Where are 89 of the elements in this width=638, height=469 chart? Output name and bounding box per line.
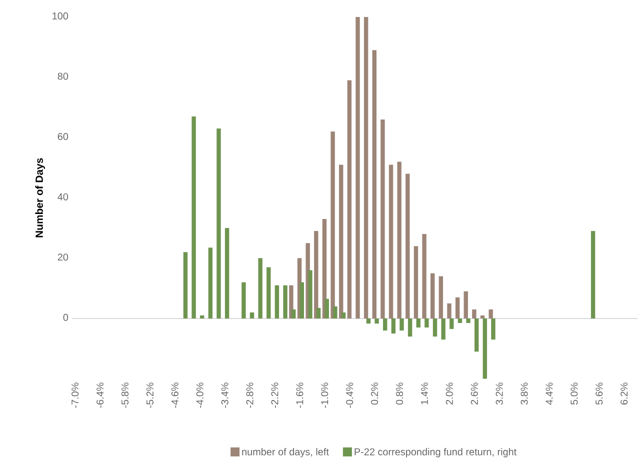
y-axis-title: Number of Days [35, 158, 45, 238]
x-tick-label: -6.4% [96, 382, 104, 408]
bar [422, 234, 426, 319]
x-tick-label: -5.2% [146, 382, 154, 408]
y-tick-label: 0 [63, 314, 68, 322]
bar [482, 318, 488, 379]
bar [391, 318, 396, 334]
bar [374, 318, 379, 324]
bar [339, 164, 344, 319]
x-tick-label: -1.6% [296, 382, 304, 408]
bar [316, 308, 321, 319]
y-tick-label: 40 [58, 193, 68, 200]
bar [466, 318, 470, 324]
y-tick-label: 100 [52, 12, 68, 20]
x-tick-label: -2.2% [271, 382, 278, 408]
bar [406, 174, 410, 319]
x-tick-label: 2.6% [470, 382, 478, 405]
bar [258, 258, 262, 319]
x-tick-label: -3.4% [221, 382, 228, 408]
y-tick-label: 60 [58, 133, 68, 140]
bar [216, 128, 221, 319]
x-tick-label: 3.8% [520, 382, 528, 405]
x-tick-label: -7.0% [72, 382, 79, 408]
bar [480, 316, 485, 319]
bar [366, 318, 371, 324]
bar [266, 267, 271, 319]
x-tick-label: 4.4% [546, 382, 553, 405]
bar [474, 318, 479, 352]
bar [292, 310, 296, 319]
bar [414, 246, 418, 319]
bar [472, 310, 476, 319]
bar [590, 231, 596, 319]
x-tick-label: 5.6% [596, 382, 603, 405]
x-tick-label: -5.8% [121, 382, 129, 408]
bar [450, 318, 454, 330]
bar [383, 318, 388, 331]
bar [183, 252, 188, 319]
bar [274, 285, 280, 319]
x-tick-label: -4.6% [171, 382, 178, 408]
bar [192, 116, 196, 319]
bar [372, 50, 376, 319]
bar [438, 276, 444, 319]
bar [308, 270, 312, 319]
bar [408, 318, 412, 337]
y-tick-label: 20 [58, 254, 68, 261]
legend-label: number of days, left [242, 448, 329, 458]
x-tick-label: -0.4% [346, 382, 354, 408]
bar [341, 312, 346, 319]
bar [380, 120, 385, 319]
x-tick-label: 0.2% [371, 382, 378, 405]
bar [330, 132, 335, 319]
bar [314, 231, 318, 319]
x-tick-label: 0.8% [396, 382, 404, 405]
x-tick-label: 3.2% [496, 382, 503, 405]
bar [455, 298, 460, 319]
bar [208, 248, 213, 319]
x-tick-label: 5.0% [570, 382, 578, 405]
legend-label: P-22 corresponding fund return, right [354, 448, 517, 458]
bar [242, 282, 246, 319]
bar [333, 306, 338, 319]
x-tick-label: 2.0% [446, 382, 453, 405]
bar [424, 318, 429, 328]
bar [464, 291, 468, 319]
bar [447, 304, 452, 319]
x-tick-label: -2.8% [246, 382, 254, 408]
bar [300, 282, 304, 319]
bar [250, 312, 254, 319]
bar [224, 228, 230, 319]
x-tick-label: 6.2% [620, 382, 628, 405]
bar [491, 318, 496, 340]
bar [458, 318, 462, 324]
bar [430, 273, 435, 319]
bar [200, 316, 204, 319]
x-tick-label: 1.4% [420, 382, 428, 404]
bar [397, 162, 402, 319]
bar [488, 310, 493, 319]
bar [347, 80, 352, 319]
x-tick-label: -4.0% [196, 382, 204, 408]
bar [283, 285, 288, 319]
x-tick-label: -1.0% [321, 382, 328, 408]
y-tick-label: 80 [58, 72, 68, 80]
bar [356, 17, 360, 319]
bar [416, 318, 420, 328]
bar [324, 299, 329, 319]
bar [432, 318, 438, 337]
bar [400, 318, 404, 331]
bar [441, 318, 446, 340]
bar [388, 164, 394, 319]
bar [364, 17, 368, 319]
